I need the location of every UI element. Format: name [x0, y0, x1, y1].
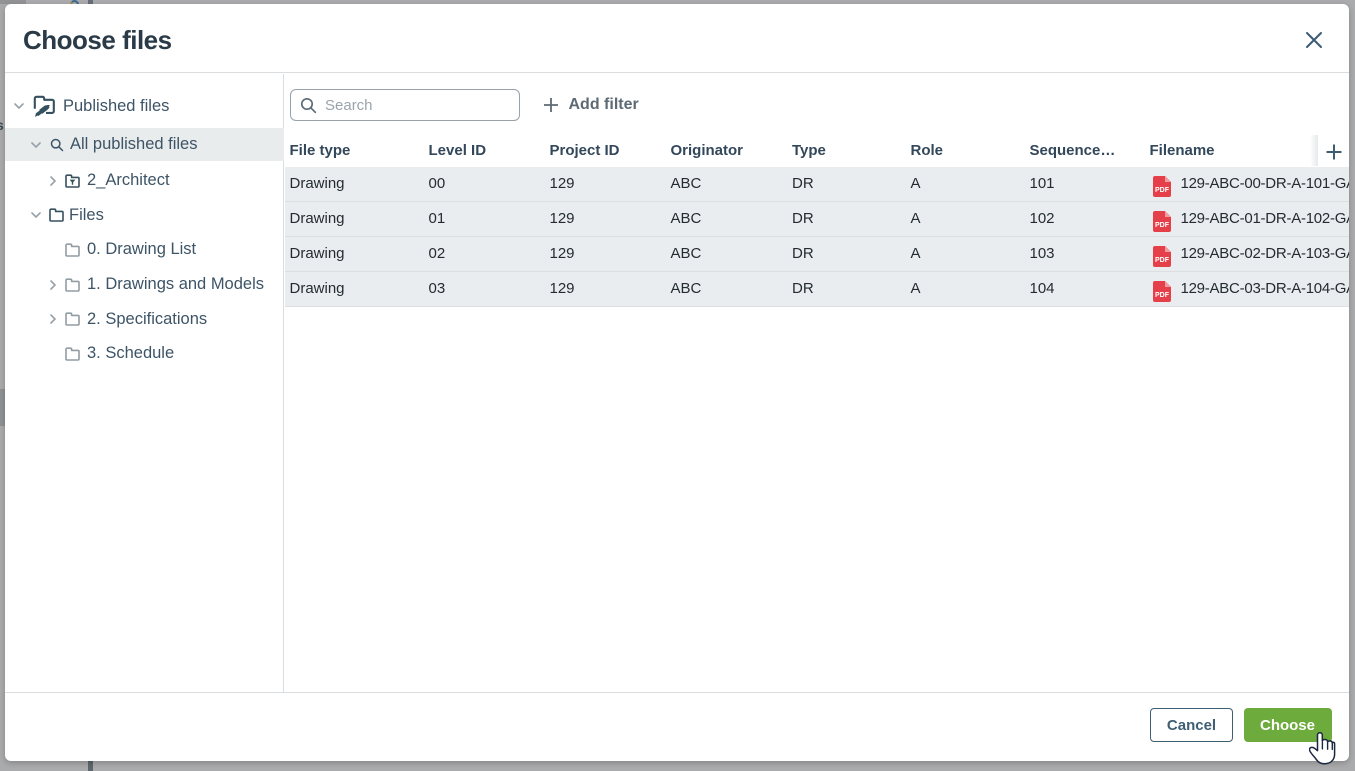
- svg-text:PDF: PDF: [1155, 257, 1170, 264]
- svg-text:PDF: PDF: [1155, 222, 1170, 229]
- svg-text:PDF: PDF: [1155, 292, 1170, 299]
- svg-text:PDF: PDF: [1155, 187, 1170, 194]
